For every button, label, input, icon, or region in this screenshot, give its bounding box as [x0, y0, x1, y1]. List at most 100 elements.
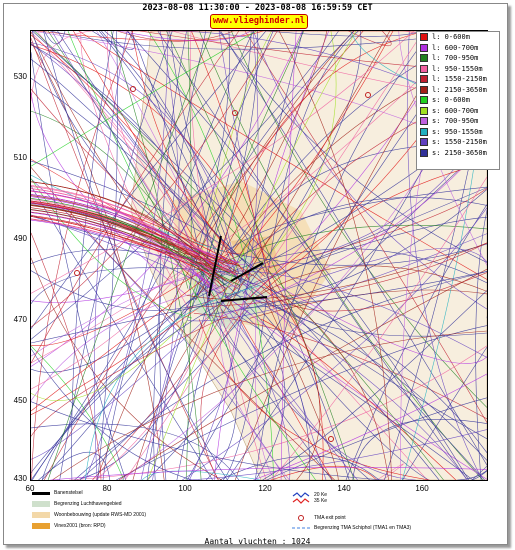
- flight-track: [92, 273, 239, 480]
- flight-track: [230, 243, 487, 266]
- flight-track: [31, 298, 237, 344]
- flight-track: [31, 31, 274, 480]
- flight-track: [31, 77, 440, 480]
- flight-track: [229, 271, 487, 440]
- flight-track: [94, 31, 128, 480]
- legend-item: l: 600-700m: [417, 43, 499, 54]
- flight-track: [471, 448, 487, 480]
- legend-label: l: 1550-2150m: [432, 75, 487, 84]
- flight-track: [50, 31, 484, 50]
- site-link[interactable]: www.vlieghinder.nl: [210, 14, 308, 29]
- flight-track: [71, 31, 114, 480]
- legend-item: l: 0-600m: [417, 32, 499, 43]
- flight-track: [457, 399, 487, 480]
- flight-track: [253, 31, 487, 310]
- flight-track: [265, 31, 422, 37]
- flight-track: [268, 248, 487, 297]
- flight-track: [32, 31, 485, 480]
- flight-track: [31, 31, 267, 329]
- flight-track: [31, 31, 134, 480]
- flight-track: [80, 31, 191, 313]
- legend-swatch: [420, 75, 428, 84]
- flight-track: [271, 465, 377, 480]
- runway-label: Banenstelsel: [54, 490, 83, 496]
- flight-track: [101, 31, 350, 480]
- flight-track: [31, 178, 287, 480]
- approach-track: [31, 216, 221, 279]
- flight-track: [44, 31, 66, 45]
- flight-track: [31, 253, 229, 346]
- key-vinex: Vinex2001 (bron: RPD): [32, 523, 106, 529]
- x-tick-140: 140: [337, 484, 351, 493]
- x-tick-100: 100: [178, 484, 192, 493]
- noise-label-20: 20 Ke: [314, 492, 328, 498]
- flight-track: [31, 319, 189, 401]
- flight-track: [194, 264, 487, 453]
- flight-track: [31, 31, 468, 364]
- flight-track: [166, 31, 355, 480]
- flight-track: [220, 31, 426, 252]
- flight-track: [50, 467, 487, 480]
- flight-track: [38, 31, 264, 41]
- flight-track: [31, 260, 241, 303]
- flight-track: [188, 31, 355, 290]
- airport-zone-swatch: [32, 501, 50, 507]
- flight-track: [402, 346, 487, 480]
- flight-track: [198, 318, 430, 480]
- flight-track: [147, 143, 487, 480]
- flight-track: [260, 272, 487, 312]
- time-range-title: 2023-08-08 11:30:00 - 2023-08-08 16:59:5…: [142, 3, 373, 13]
- approach-track: [31, 204, 237, 274]
- flight-track: [85, 31, 169, 480]
- key-noise-contours: 20 Ke 35 Ke: [292, 492, 327, 504]
- flight-track: [200, 189, 487, 316]
- approach-track: [31, 198, 226, 286]
- flight-track: [191, 31, 275, 309]
- flight-track: [147, 31, 357, 480]
- flight-track-map[interactable]: [30, 30, 488, 481]
- flight-track: [225, 186, 487, 253]
- flight-track: [31, 270, 213, 311]
- legend-item: l: 950-1550m: [417, 64, 499, 75]
- approach-track: [31, 191, 214, 273]
- approach-track: [31, 201, 215, 291]
- flight-track: [280, 31, 297, 480]
- flight-track: [240, 31, 394, 254]
- flight-track: [31, 31, 278, 328]
- flight-track: [31, 31, 415, 294]
- flight-track: [352, 419, 487, 480]
- tma-exit-icon: [298, 515, 304, 521]
- flight-track: [31, 31, 116, 102]
- legend-label: s: 600-700m: [432, 106, 479, 115]
- flight-track: [47, 31, 212, 480]
- flight-track: [31, 401, 384, 480]
- y-tick-430: 430: [13, 474, 27, 483]
- flight-count: Aantal vluchten : 1024: [204, 537, 311, 546]
- flight-track: [472, 375, 487, 480]
- legend-label: l: 600-700m: [432, 43, 479, 52]
- key-tma-exit: TMA exit point: [292, 514, 346, 522]
- flight-track: [278, 31, 392, 480]
- flight-track: [96, 31, 216, 260]
- flight-track: [31, 263, 262, 415]
- flight-track: [268, 269, 321, 480]
- key-housing: Woonbebouwing (update RWS-MD 2001): [32, 512, 146, 518]
- flight-track: [31, 52, 126, 480]
- airport-zone-label: Begrenzing Luchthavengebied: [54, 501, 122, 507]
- y-tick-450: 450: [13, 396, 27, 405]
- flight-track: [31, 278, 205, 412]
- flight-track: [31, 42, 235, 262]
- flight-track: [226, 265, 487, 337]
- flight-track: [31, 37, 219, 480]
- legend-swatch: [420, 127, 428, 136]
- approach-track: [31, 196, 229, 265]
- flight-track: [260, 318, 457, 480]
- legend-item: s: 700-950m: [417, 116, 499, 127]
- legend-swatch: [420, 106, 428, 115]
- y-tick-530: 530: [13, 72, 27, 81]
- approach-track: [31, 181, 217, 273]
- flight-track: [202, 292, 370, 480]
- legend-swatch: [420, 85, 428, 94]
- legend-label: s: 700-950m: [432, 117, 479, 126]
- flight-track: [31, 59, 252, 270]
